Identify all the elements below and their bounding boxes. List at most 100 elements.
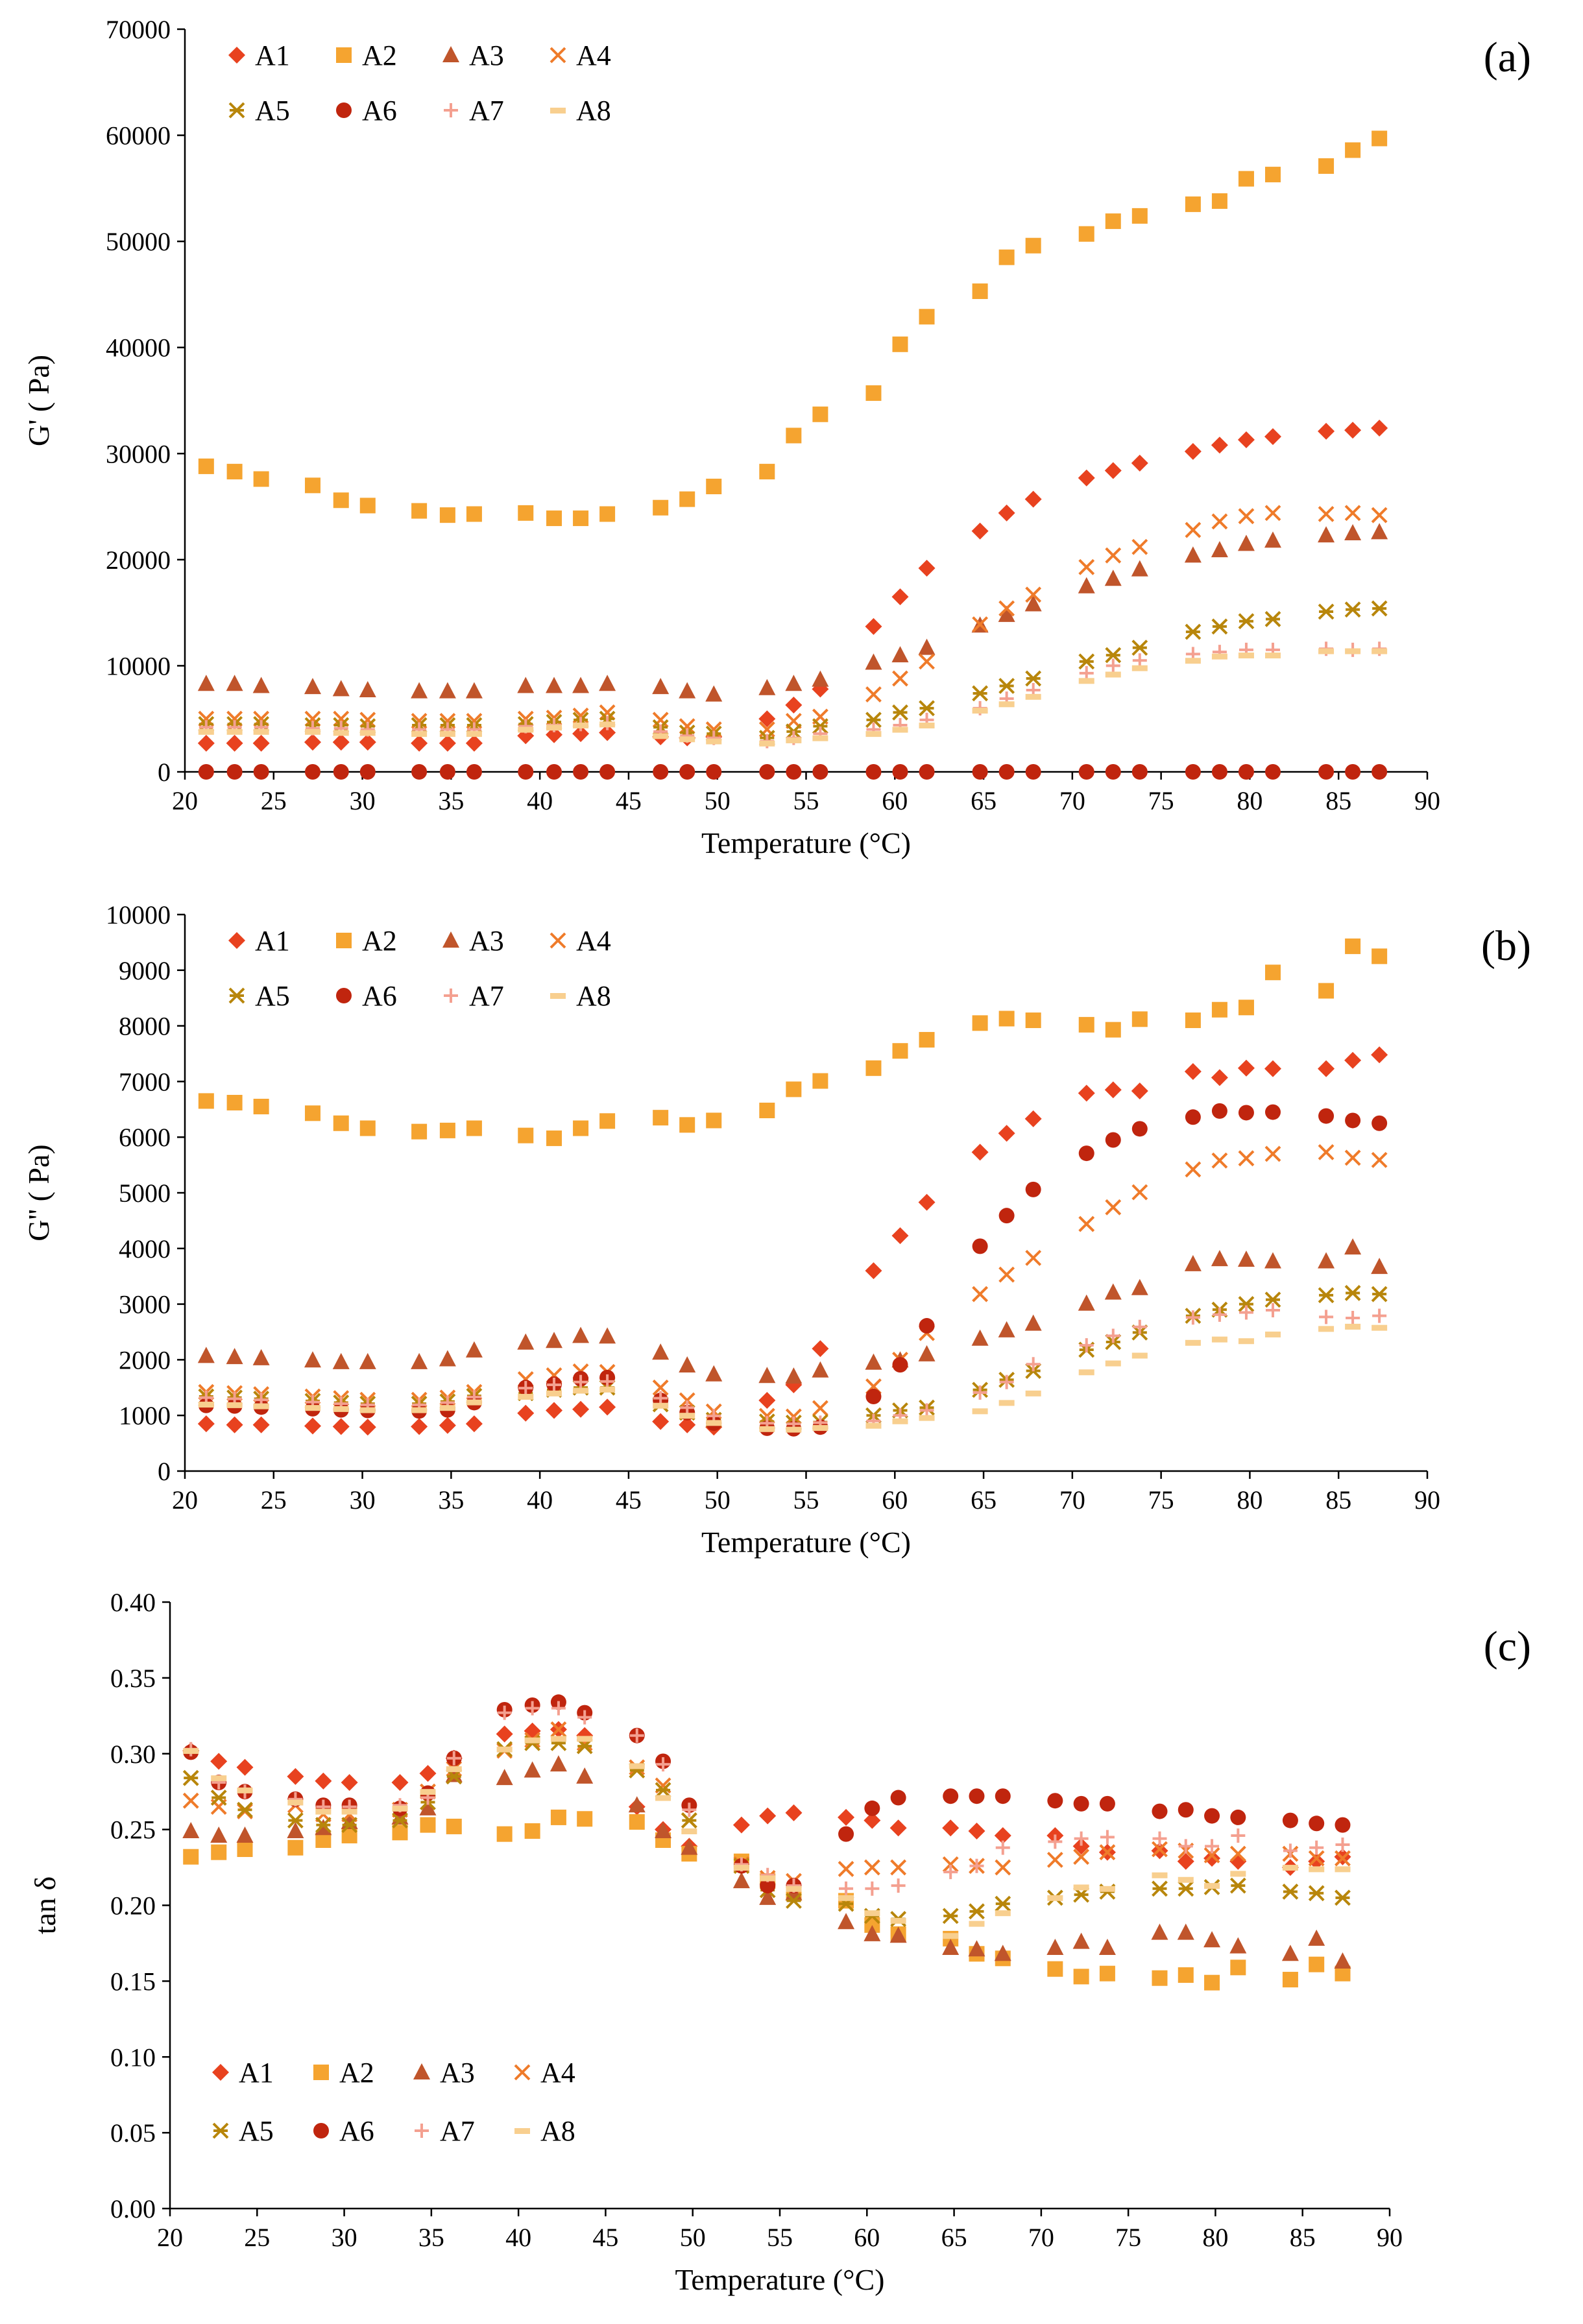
data-point-a8 [1264, 653, 1281, 659]
data-point-a1 [315, 1772, 332, 1790]
data-point-a3 [197, 1347, 215, 1363]
data-point-a2 [919, 309, 935, 325]
legend-label-a1: A1 [239, 2057, 274, 2089]
data-point-a3 [1237, 1250, 1255, 1267]
data-point-a6 [890, 1790, 906, 1806]
data-point-a3 [1237, 534, 1255, 551]
data-point-a2 [1230, 1959, 1246, 1976]
data-point-a1 [889, 1819, 907, 1837]
data-point-a2 [1238, 1000, 1254, 1016]
data-point-a8 [411, 731, 428, 737]
data-point-a4 [919, 653, 935, 670]
data-point-a2 [333, 492, 349, 509]
data-point-a1 [252, 1416, 270, 1433]
data-point-a3 [812, 670, 829, 687]
data-point-a6 [546, 764, 562, 780]
data-point-a7 [525, 1701, 540, 1716]
legend-marker-a4 [550, 47, 566, 64]
data-point-a2 [919, 1032, 935, 1048]
data-point-a8 [341, 1808, 357, 1815]
data-point-a7 [680, 1400, 695, 1415]
data-point-a5 [1178, 1880, 1194, 1897]
data-point-a1 [732, 1816, 750, 1834]
y-axis-title: G' ( Pa) [22, 355, 55, 446]
x-tick-label: 50 [680, 2223, 706, 2252]
x-tick-label: 65 [941, 2223, 967, 2252]
data-point-a8 [1345, 648, 1361, 654]
data-point-a1 [496, 1725, 513, 1743]
data-point-a8 [733, 1865, 749, 1871]
legend-marker-a2 [336, 933, 352, 948]
legend-label-a6: A6 [362, 980, 397, 1012]
data-point-a1 [304, 1417, 321, 1435]
data-point-a3 [359, 1352, 376, 1369]
x-tick-label: 40 [505, 2223, 531, 2252]
data-point-a7 [446, 1751, 461, 1766]
data-point-a1 [1078, 469, 1095, 486]
data-point-a3 [1211, 541, 1228, 558]
data-point-a6 [892, 1357, 908, 1373]
data-point-a1 [1344, 422, 1362, 439]
data-point-a1 [759, 1807, 777, 1825]
data-point-a6 [518, 764, 534, 780]
data-point-a1 [359, 734, 376, 751]
y-tick-label: 9000 [119, 956, 171, 985]
data-point-a7 [574, 1374, 588, 1389]
data-point-a5 [681, 1812, 697, 1829]
data-point-a4 [942, 1856, 959, 1873]
data-point-a3 [411, 682, 428, 699]
data-point-a8 [446, 1766, 462, 1773]
data-point-a3 [445, 1766, 463, 1782]
data-point-a6 [760, 1878, 776, 1894]
data-point-a1 [197, 734, 215, 752]
data-point-a1 [864, 1812, 881, 1829]
data-point-a5 [1335, 1889, 1351, 1906]
data-point-a7 [1132, 653, 1147, 668]
y-tick-label: 30000 [106, 439, 171, 468]
data-point-a8 [1204, 1883, 1220, 1889]
data-point-a4 [652, 712, 669, 728]
data-point-a2 [653, 499, 669, 516]
panel-b: 20 25 30 35 40 45 50 55 60 65 70 75 80 85 90 0 1000 2000 3… [22, 900, 1531, 1559]
data-point-a4 [1344, 1149, 1361, 1166]
data-point-a6 [439, 764, 455, 780]
data-point-a2 [1238, 171, 1254, 187]
legend: A1 A2 A3 A4 A5 A6 A7 A8 [212, 2057, 575, 2147]
data-point-a4 [333, 710, 350, 727]
y-tick-label: 7000 [119, 1067, 171, 1096]
data-point-a3 [1264, 531, 1281, 548]
data-point-a6 [1105, 764, 1121, 780]
data-point-a5 [1282, 1884, 1299, 1900]
data-point-a5 [812, 718, 828, 735]
data-point-a1 [758, 1392, 776, 1409]
data-point-a5 [1264, 611, 1281, 627]
data-point-a7 [1079, 1338, 1094, 1353]
data-point-a1 [968, 1822, 985, 1839]
legend-label-a6: A6 [362, 95, 397, 126]
data-point-a8 [1185, 658, 1201, 664]
data-point-a8 [287, 1799, 304, 1806]
data-point-a2 [1131, 1011, 1148, 1027]
data-point-a4 [1203, 1847, 1220, 1863]
data-point-a3 [546, 1332, 563, 1348]
data-point-a8 [439, 1405, 455, 1411]
data-point-a6 [1345, 764, 1361, 780]
y-tick-label: 1000 [119, 1401, 171, 1430]
data-point-a2 [211, 1844, 227, 1860]
x-tick-label: 45 [616, 1485, 642, 1515]
data-point-a8 [919, 723, 935, 729]
data-point-a7 [600, 1374, 615, 1389]
x-tick-label: 85 [1290, 2223, 1316, 2252]
data-point-a4 [1238, 1150, 1255, 1167]
data-point-a3 [546, 677, 563, 693]
data-point-a2 [546, 1130, 562, 1146]
data-point-a8 [786, 1426, 802, 1433]
data-point-a8 [998, 1400, 1015, 1406]
data-point-a2 [759, 1103, 775, 1119]
data-point-a1 [465, 734, 483, 752]
data-point-a4 [1238, 508, 1255, 525]
data-point-a1 [236, 1758, 254, 1776]
data-point-a2 [786, 1081, 802, 1097]
data-point-a3 [891, 646, 909, 663]
data-point-a1 [517, 1404, 535, 1422]
